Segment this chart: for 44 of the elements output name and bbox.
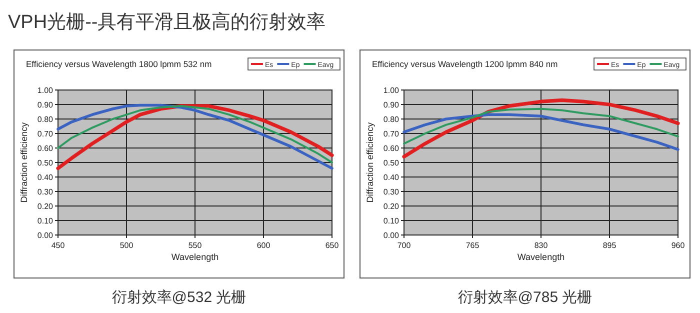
y-tick-label: 0.00 xyxy=(383,231,400,240)
y-tick-label: 0.10 xyxy=(37,216,54,226)
x-tick-label: 765 xyxy=(466,241,480,250)
y-tick-label: 1.00 xyxy=(383,86,400,95)
y-tick-label: 0.90 xyxy=(37,100,54,110)
y-tick-label: 0.70 xyxy=(37,130,54,138)
x-tick-label: 700 xyxy=(397,241,412,250)
y-tick-label: 0.30 xyxy=(383,188,400,196)
y-tick-label: 0.00 xyxy=(37,231,54,240)
x-tick-label: 830 xyxy=(534,241,548,250)
y-tick-label: 0.10 xyxy=(383,216,400,226)
chart-title: Efficiency versus Wavelength 1200 lpmm 840 nm xyxy=(372,59,558,69)
text: 衍射效率@785 光栅 xyxy=(458,289,592,306)
y-tick-label: 0.80 xyxy=(383,115,400,124)
y-tick-label: 0.40 xyxy=(383,173,400,182)
y-axis-title: Diffraction efficiency xyxy=(19,122,29,203)
x-tick-label: 960 xyxy=(671,241,686,250)
y-tick-label: 0.50 xyxy=(37,158,54,168)
y-tick-label: 0.60 xyxy=(37,144,54,153)
line-series xyxy=(403,108,679,145)
x-tick-label: 600 xyxy=(256,241,271,250)
x-tick-label: 450 xyxy=(51,241,66,250)
y-axis-title: Diffraction efficiency xyxy=(365,122,375,203)
x-axis-title: Wavelength xyxy=(171,252,219,262)
line-series xyxy=(402,113,680,151)
text: VPH光栅--具有平滑且极高的衍射效率 xyxy=(8,11,326,33)
text: 衍射效率@532 光栅 xyxy=(112,289,246,306)
line-series xyxy=(402,98,680,158)
y-tick-label: 0.70 xyxy=(383,130,400,138)
y-tick-label: 0.60 xyxy=(383,144,400,153)
y-tick-label: 1.00 xyxy=(37,86,54,95)
x-axis-title: Wavelength xyxy=(517,252,565,262)
y-tick-label: 0.50 xyxy=(383,158,400,168)
y-tick-label: 0.20 xyxy=(37,202,54,211)
y-tick-label: 0.80 xyxy=(37,115,54,124)
y-tick-label: 0.30 xyxy=(37,188,54,196)
x-tick-label: 650 xyxy=(325,241,340,250)
y-tick-label: 0.90 xyxy=(383,100,400,110)
y-tick-label: 0.40 xyxy=(37,173,54,182)
x-tick-label: 500 xyxy=(120,241,134,250)
x-tick-label: 895 xyxy=(602,241,617,250)
y-tick-label: 0.20 xyxy=(383,202,400,211)
x-tick-label: 550 xyxy=(188,241,202,250)
chart-title: Efficiency versus Wavelength 1800 lpmm 532 nm xyxy=(26,59,212,69)
